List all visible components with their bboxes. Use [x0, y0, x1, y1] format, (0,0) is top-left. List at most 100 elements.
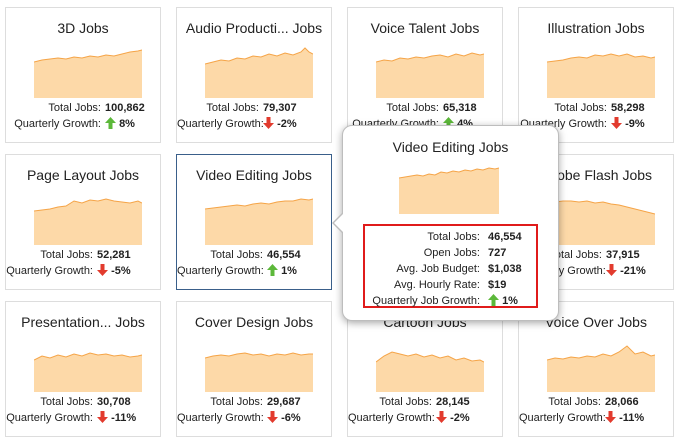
growth-label: Quarterly Growth: — [519, 412, 606, 424]
total-jobs-value: 30,708 — [97, 396, 131, 408]
arrow-down-icon — [436, 411, 447, 423]
total-jobs-value: 100,862 — [105, 102, 145, 114]
growth-label: Quarterly Growth: — [14, 118, 101, 130]
total-jobs-row: Total Jobs: 79,307 — [177, 100, 331, 116]
total-jobs-label: Total Jobs: — [40, 249, 93, 261]
total-jobs-row: Total Jobs: 65,318 — [348, 100, 502, 116]
total-jobs-row: Total Jobs: 100,862 — [6, 100, 160, 116]
total-jobs-value: 58,298 — [611, 102, 645, 114]
sparkline — [34, 198, 142, 245]
sparkline — [376, 52, 484, 98]
sparkline — [205, 198, 313, 245]
popup-stats-highlight: Total Jobs: 46,554 Open Jobs: 727 Avg. Job… — [363, 224, 538, 308]
job-card-cartoon-jobs[interactable]: Cartoon Jobs Total Jobs: 28,145 Quarterly G… — [347, 301, 503, 437]
total-jobs-value: 52,281 — [97, 249, 131, 261]
card-stats: Total Jobs: 28,066 Quarterly Growth: -11% — [519, 394, 673, 426]
growth-value: -2% — [263, 116, 297, 132]
card-title: Voice Talent Jobs — [370, 20, 480, 36]
total-jobs-value: 29,687 — [267, 396, 301, 408]
total-jobs-label: Total Jobs: — [206, 102, 259, 114]
total-jobs-label: Total Jobs: — [549, 249, 602, 261]
total-jobs-row: Total Jobs: 58,298 — [519, 100, 673, 116]
card-stats: Total Jobs: 58,298 Quarterly Growth: -9% — [519, 100, 673, 132]
arrow-up-icon — [267, 264, 278, 276]
job-card-presentation-jobs[interactable]: Presentation... Jobs Total Jobs: 30,708 Qua… — [5, 301, 161, 437]
job-card-3d-jobs[interactable]: 3D Jobs Total Jobs: 100,862 Quarterly Growt… — [5, 7, 161, 143]
total-jobs-label: Total Jobs: — [554, 102, 607, 114]
sparkline — [205, 352, 313, 392]
growth-value: -11% — [605, 410, 644, 426]
popup-row-avg-budget: Avg. Job Budget: $1,038 — [396, 263, 522, 275]
arrow-down-icon — [263, 117, 274, 129]
growth-label: Quarterly Growth: — [177, 265, 264, 277]
growth-value: -9% — [611, 116, 645, 132]
growth-label: Quarterly Growth: — [177, 412, 264, 424]
growth-row: Quarterly Growth: -2% — [177, 116, 331, 132]
popup-row-total-jobs: Total Jobs: 46,554 — [427, 231, 522, 243]
growth-row: Quarterly Growth: -2% — [348, 410, 502, 426]
sparkline — [205, 47, 313, 98]
total-jobs-row: Total Jobs: 37,915 — [519, 247, 673, 263]
sparkline — [34, 49, 142, 98]
total-jobs-value: 46,554 — [267, 249, 301, 261]
total-jobs-value: 28,145 — [436, 396, 470, 408]
job-card-video-editing-jobs[interactable]: Video Editing Jobs Total Jobs: 46,554 Quart… — [176, 154, 332, 290]
card-stats: Total Jobs: 100,862 Quarterly Growth: 8% — [6, 100, 160, 132]
total-jobs-label: Total Jobs: — [379, 396, 432, 408]
growth-label: Quarterly Growth: — [348, 412, 435, 424]
sparkline — [34, 352, 142, 392]
job-card-page-layout-jobs[interactable]: Page Layout Jobs Total Jobs: 52,281 Quarter… — [5, 154, 161, 290]
growth-value: -11% — [97, 410, 136, 426]
sparkline — [547, 53, 655, 98]
growth-row: Quarterly Growth: 8% — [6, 116, 160, 132]
arrow-down-icon — [97, 411, 108, 423]
job-card-illustration-jobs[interactable]: Illustration Jobs Total Jobs: 58,298 Quarte… — [518, 7, 674, 143]
total-jobs-value: 79,307 — [263, 102, 297, 114]
arrow-up-icon — [488, 294, 499, 306]
card-title: 3D Jobs — [57, 20, 109, 36]
growth-label: Quarterly Growth: — [177, 118, 264, 130]
total-jobs-row: Total Jobs: 52,281 — [6, 247, 160, 263]
job-card-cover-design-jobs[interactable]: Cover Design Jobs Total Jobs: 29,687 Quarte… — [176, 301, 332, 437]
growth-label: Quarterly Growth: — [6, 412, 93, 424]
popup-row-open-jobs: Open Jobs: 727 — [423, 247, 507, 259]
growth-value: 8% — [105, 116, 135, 132]
total-jobs-label: Total Jobs: — [386, 102, 439, 114]
card-stats: Total Jobs: 28,145 Quarterly Growth: -2% — [348, 394, 502, 426]
card-title: Video Editing Jobs — [196, 167, 312, 183]
growth-value: -5% — [97, 263, 131, 279]
growth-row: Quarterly Growth: -11% — [6, 410, 160, 426]
growth-label: Quarterly Growth: — [6, 265, 93, 277]
total-jobs-row: Total Jobs: 28,066 — [519, 394, 673, 410]
total-jobs-value: 65,318 — [443, 102, 477, 114]
arrow-up-icon — [443, 117, 454, 129]
growth-value: -21% — [606, 263, 646, 279]
total-jobs-row: Total Jobs: 30,708 — [6, 394, 160, 410]
growth-value: -2% — [436, 410, 470, 426]
arrow-down-icon — [97, 264, 108, 276]
card-title: Presentation... Jobs — [21, 314, 145, 330]
total-jobs-label: Total Jobs: — [548, 396, 601, 408]
sparkline — [547, 200, 655, 245]
growth-row: Quarterly Growth: -11% — [519, 410, 673, 426]
growth-value: 1% — [267, 263, 297, 279]
total-jobs-row: Total Jobs: 29,687 — [177, 394, 331, 410]
growth-row: Quarterly Growth: 1% — [177, 263, 331, 279]
job-card-voice-talent-jobs[interactable]: Voice Talent Jobs Total Jobs: 65,318 Quarte… — [347, 7, 503, 143]
job-card-audio-producti-jobs[interactable]: Audio Producti... Jobs Total Jobs: 79,307 Q… — [176, 7, 332, 143]
total-jobs-label: Total Jobs: — [210, 249, 263, 261]
card-title: Cover Design Jobs — [194, 314, 314, 330]
sparkline — [547, 345, 655, 392]
card-stats: Total Jobs: 29,687 Quarterly Growth: -6% — [177, 394, 331, 426]
card-stats: Total Jobs: 46,554 Quarterly Growth: 1% — [177, 247, 331, 279]
card-stats: Total Jobs: 52,281 Quarterly Growth: -5% — [6, 247, 160, 279]
total-jobs-label: Total Jobs: — [210, 396, 263, 408]
popup-sparkline — [399, 167, 499, 214]
card-title: Adobe Flash Jobs — [539, 167, 653, 183]
arrow-down-icon — [267, 411, 278, 423]
growth-row: Quarterly Growth: -6% — [177, 410, 331, 426]
job-card-voice-over-jobs[interactable]: Voice Over Jobs Total Jobs: 28,066 Quarterl… — [518, 301, 674, 437]
total-jobs-row: Total Jobs: 46,554 — [177, 247, 331, 263]
job-detail-popup: Video Editing Jobs Total Jobs: 46,554 Ope… — [332, 125, 559, 321]
card-title: Illustration Jobs — [547, 20, 645, 36]
